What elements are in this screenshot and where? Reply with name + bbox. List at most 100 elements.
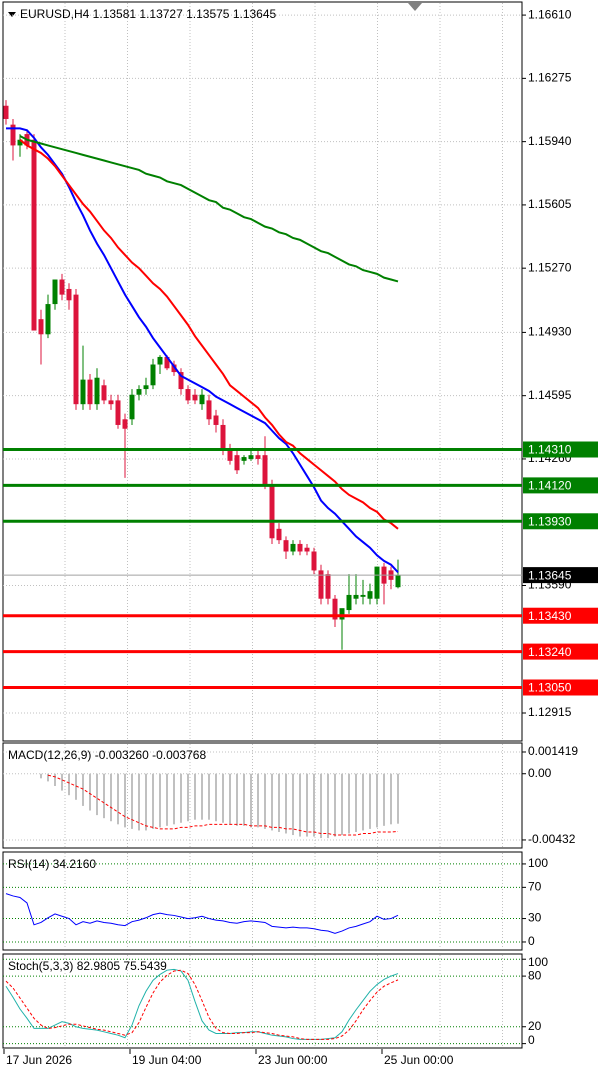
candle-body	[108, 400, 114, 405]
level-label: 1.13240	[528, 645, 572, 659]
candle-body	[17, 139, 23, 146]
candle-body	[374, 566, 380, 599]
panel-title: MACD(12,26,9) -0.003260 -0.003768	[8, 748, 206, 762]
current-price-bg	[523, 567, 598, 584]
panel-frame	[2, 851, 523, 951]
candle-body	[213, 415, 219, 425]
candle-body	[122, 419, 128, 429]
candle-body	[276, 528, 282, 541]
candle-body	[206, 400, 212, 420]
candle-body	[38, 319, 44, 335]
level-label: 1.13050	[528, 681, 572, 695]
candle-body	[52, 279, 58, 305]
level-label: 1.14120	[528, 479, 572, 493]
x-tick-label: 25 Jun 00:00	[384, 1053, 454, 1067]
candle-body	[150, 364, 156, 386]
candle-body	[297, 543, 303, 552]
y-tick-label: 0.00	[528, 766, 552, 780]
line	[6, 127, 399, 573]
current-price-label: 1.13645	[528, 568, 572, 582]
candle-body	[367, 591, 373, 599]
level-label-bg	[523, 477, 598, 494]
panel-title: RSI(14) 34.2160	[8, 857, 96, 871]
candle-body	[318, 570, 324, 599]
line	[19, 138, 399, 530]
candle-body	[360, 594, 366, 597]
candle-body	[262, 455, 268, 486]
level-label-bg	[523, 607, 598, 624]
x-tick-label: 19 Jun 04:00	[132, 1053, 202, 1067]
level-label: 1.13430	[528, 609, 572, 623]
candle-body	[339, 608, 345, 620]
line	[5, 969, 399, 1040]
candle-body	[325, 574, 331, 599]
y-tick-label: 1.14595	[528, 388, 572, 402]
y-tick-label: -0.00432	[528, 832, 576, 846]
candle-body	[157, 356, 163, 365]
candle-body	[164, 356, 170, 369]
candle-body	[178, 372, 184, 390]
candle-body	[59, 279, 65, 295]
candle-body	[220, 424, 226, 450]
y-tick-label: 1.15940	[528, 134, 572, 148]
panel-frame	[2, 1, 523, 742]
y-tick-label: 30	[528, 911, 542, 925]
candle-body	[31, 139, 37, 331]
candle-body	[304, 547, 310, 552]
y-tick-label: 1.15605	[528, 197, 572, 211]
y-tick-label: 1.14930	[528, 325, 572, 339]
candle-body	[87, 379, 93, 405]
panel-title: Stoch(5,3,3) 82.9805 75.5439	[8, 959, 167, 973]
panel-title: EURUSD,H4 1.13581 1.13727 1.13575 1.1364…	[20, 7, 277, 21]
panel-frame	[2, 953, 523, 1049]
y-tick-label: 1.12915	[528, 705, 572, 719]
y-tick-label: 20	[528, 1019, 542, 1033]
y-tick-label: 100	[528, 955, 548, 969]
y-tick-label: 0	[528, 1033, 535, 1047]
candle-body	[143, 385, 149, 390]
line	[5, 893, 399, 934]
candle-body	[45, 304, 51, 335]
y-tick-label: 1.16610	[528, 7, 572, 21]
line	[47, 774, 399, 836]
candle-body	[332, 598, 338, 620]
candle-body	[269, 485, 275, 539]
candle-body	[136, 389, 142, 395]
candle-body	[101, 385, 107, 401]
y-tick-label: 0	[528, 934, 535, 948]
y-tick-label: 100	[528, 856, 548, 870]
candle-body	[311, 551, 317, 571]
candle-body	[3, 105, 9, 119]
candle-body	[94, 377, 100, 405]
candle-body	[115, 400, 121, 425]
candle-body	[234, 455, 240, 471]
candle-body	[10, 124, 16, 146]
y-tick-label: 80	[528, 968, 542, 982]
candle-body	[283, 540, 289, 552]
y-tick-label: 0.001419	[528, 744, 578, 758]
candle-body	[248, 455, 254, 459]
level-label-bg	[523, 441, 598, 458]
panel-frame	[2, 742, 523, 849]
level-label: 1.13930	[528, 514, 572, 528]
candle-body	[199, 394, 205, 405]
candle-body	[346, 594, 352, 611]
candle-body	[241, 457, 247, 461]
candle-body	[185, 389, 191, 401]
y-tick-label: 70	[528, 880, 542, 894]
candle-body	[129, 394, 135, 420]
shift-marker	[408, 3, 422, 11]
candle-body	[255, 455, 261, 459]
candle-body	[395, 575, 401, 588]
title-arrow	[8, 12, 16, 17]
level-label-bg	[523, 513, 598, 530]
level-label-bg	[523, 679, 598, 696]
x-tick-label: 17 Jun 2026	[6, 1053, 72, 1067]
line	[19, 135, 399, 283]
y-tick-label: 1.16275	[528, 71, 572, 85]
candle-body	[290, 543, 296, 552]
candle-body	[171, 364, 177, 373]
candle-body	[192, 394, 198, 401]
